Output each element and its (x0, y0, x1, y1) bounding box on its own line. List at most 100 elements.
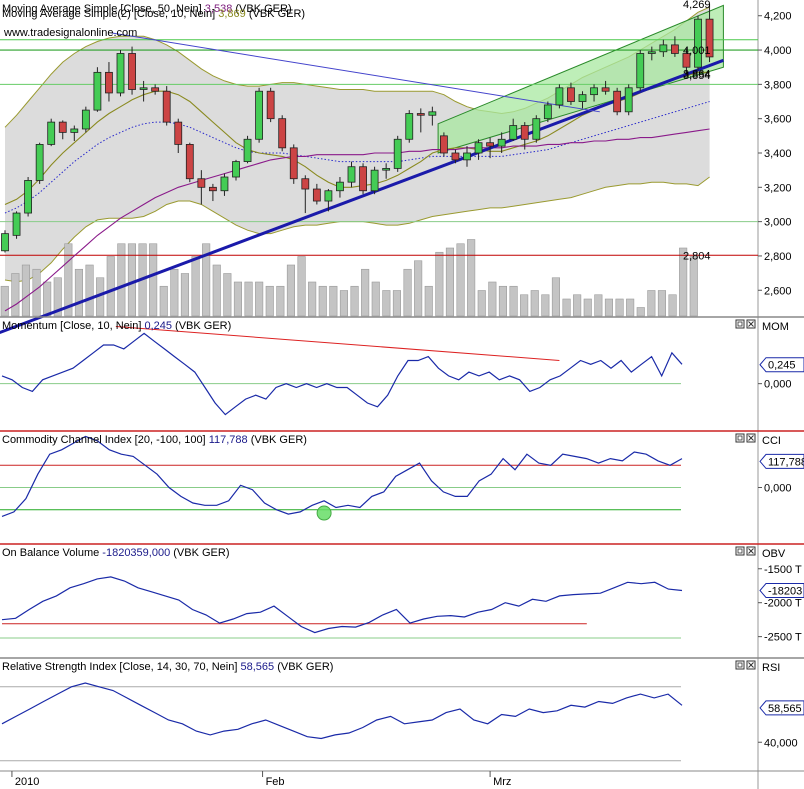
volume-bar (467, 239, 476, 317)
candle-body (416, 113, 425, 116)
indicator-marker (316, 505, 332, 521)
volume-bar (361, 268, 370, 317)
candle-body (116, 53, 125, 94)
current-value-label: 58,565 (768, 703, 802, 715)
volume-bar (149, 243, 158, 317)
volume-bar (562, 298, 571, 317)
volume-bar (233, 281, 242, 317)
volume-bar (615, 298, 624, 317)
volume-bar (11, 273, 20, 317)
volume-bar (679, 247, 688, 317)
close-panel-icon-stroke (748, 321, 754, 327)
candle-body (451, 152, 460, 161)
volume-bar (21, 264, 31, 317)
candle-body (139, 87, 148, 90)
restore-panel-icon (735, 546, 745, 556)
candle-body (567, 87, 575, 102)
candle-body (497, 138, 506, 147)
indicator-line (1, 332, 683, 416)
candle-body (185, 144, 194, 180)
indicator-line (1, 435, 683, 517)
volume-bar (657, 290, 667, 317)
close-panel-icon-stroke (748, 435, 754, 441)
volume-bar (668, 294, 677, 317)
candle-body (532, 118, 541, 140)
volume-bar (350, 285, 359, 317)
y-tick-label: 4,200 (764, 11, 792, 23)
volume-bar (265, 285, 274, 317)
volume-bar (477, 290, 486, 317)
indicator-header: Momentum [Close, 10, Nein] 0,245 (VBK GE… (2, 320, 231, 332)
candle-body (197, 178, 206, 188)
volume-bar (180, 273, 189, 317)
volume-bar (509, 285, 518, 317)
x-tick-label: 2010 (15, 776, 39, 788)
volume-bar (530, 290, 539, 317)
volume-bar (498, 285, 508, 317)
candle-body (93, 71, 102, 111)
volume-bar (689, 256, 698, 317)
volume-bar (520, 294, 529, 317)
candle-body (232, 161, 240, 178)
y-tick-label: 3,800 (764, 79, 792, 91)
indicator-line (1, 682, 683, 740)
candle-body (301, 178, 310, 190)
x-tick-label: Mrz (493, 776, 511, 788)
volume-bar (488, 281, 497, 317)
candle-body (590, 87, 598, 96)
candle-body (128, 53, 136, 90)
value-label: 4,001 (683, 45, 711, 57)
volume-bar (223, 273, 232, 317)
volume-bar (53, 277, 62, 317)
value-label: 2,804 (683, 250, 711, 262)
value-label: 3,854 (683, 70, 711, 82)
candle-body (428, 111, 437, 116)
candle-body (70, 128, 79, 133)
y-tick-label: 2,800 (764, 251, 792, 263)
volume-bar (392, 290, 402, 317)
trendline (111, 32, 600, 113)
indicator-panels: Momentum [Close, 10, Nein] 0,245 (VBK GE… (0, 316, 804, 762)
y-tick-label: 3,600 (764, 114, 792, 126)
candle-body (174, 121, 183, 145)
trendlines (0, 32, 724, 335)
volume-bar (573, 294, 582, 317)
price-axis: 4,200 4,000 3,800 3,600 3,400 3,200 3,000 2,800… (683, 0, 792, 297)
restore-panel-icon (735, 319, 745, 329)
volume-bar (85, 264, 94, 317)
volume-bar (626, 298, 635, 317)
y-tick-label: -1500 T (764, 564, 802, 576)
volume-bar (403, 268, 412, 317)
candle-body (324, 190, 333, 202)
candle-body (578, 94, 587, 102)
indicator-header: On Balance Volume -1820359,000 (VBK GER) (2, 547, 230, 559)
volume-bar (127, 243, 136, 317)
candle-body (105, 71, 113, 94)
volume-bar (604, 298, 614, 317)
candle-body (24, 180, 33, 214)
volume-bar (255, 281, 264, 317)
volume-bar (191, 256, 200, 317)
current-value-box (759, 357, 804, 373)
volume-bar (286, 264, 296, 317)
trendline (0, 58, 724, 335)
candle-body (601, 87, 610, 92)
candle-body (647, 51, 656, 54)
candle-body (682, 53, 691, 68)
candle-body (555, 87, 564, 106)
candle-body (162, 90, 171, 123)
y-tick-label: -2500 T (764, 632, 802, 644)
close-panel-icon-stroke (748, 548, 754, 554)
indicator-panel-rsi: Relative Strength Index [Close, 14, 30, … (0, 657, 804, 762)
candle-body (1, 233, 9, 252)
volume-bar (551, 277, 561, 317)
candle-body (705, 18, 714, 58)
current-value-box (759, 700, 804, 716)
x-tick-label: Feb (266, 776, 285, 788)
volume-bar (212, 264, 221, 317)
indicator-header: Relative Strength Index [Close, 14, 30, … (2, 661, 333, 673)
volume-bar (594, 294, 603, 317)
volume-bar (647, 290, 656, 317)
close-panel-icon-stroke (748, 662, 754, 668)
